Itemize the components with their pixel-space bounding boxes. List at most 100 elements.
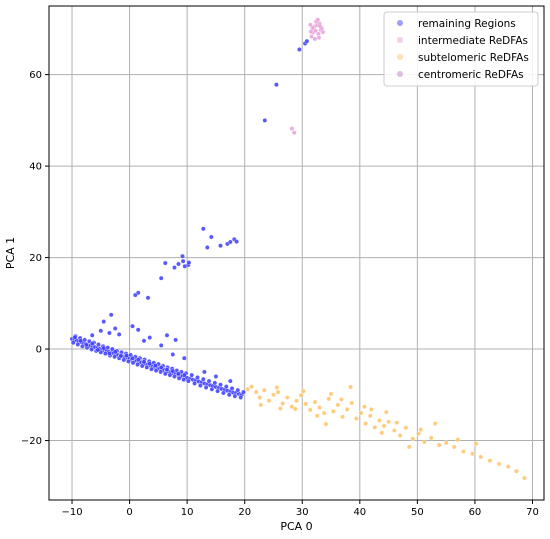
scatter-point <box>234 239 240 245</box>
scatter-point <box>162 371 168 377</box>
scatter-point <box>109 346 115 352</box>
legend-box <box>383 11 539 87</box>
legend: remaining Regions intermediate ReDFAs subt… <box>383 11 539 87</box>
scatter-point <box>340 414 345 420</box>
scatter-point <box>358 410 364 416</box>
scatter-point <box>298 392 304 398</box>
scatter-point <box>274 385 280 390</box>
x-tick-label: 10 <box>181 507 194 518</box>
scatter-point <box>218 243 223 249</box>
scatter-point <box>70 340 76 346</box>
scatter-point <box>112 349 118 355</box>
scatter-point <box>397 433 403 438</box>
scatter-point <box>335 402 341 408</box>
scatter-point <box>153 368 159 373</box>
scatter-point <box>103 351 108 356</box>
scatter-point <box>181 372 187 378</box>
legend-marker <box>397 37 403 43</box>
scatter-point <box>208 234 214 240</box>
scatter-point <box>212 380 218 386</box>
scatter-point <box>470 451 475 457</box>
scatter-point <box>118 353 124 359</box>
scatter-point <box>170 352 176 357</box>
scatter-point <box>176 375 182 381</box>
scatter-point <box>307 22 313 28</box>
scatter-point <box>185 378 191 384</box>
scatter-point <box>416 431 421 437</box>
legend-label: subtelomeric ReDFAs <box>418 52 529 64</box>
scatter-point <box>147 361 153 367</box>
scatter-point <box>460 449 466 454</box>
scatter-point <box>406 444 412 450</box>
scatter-point <box>292 406 298 412</box>
y-tick-label: 20 <box>29 253 42 264</box>
scatter-point <box>432 421 438 426</box>
scatter-point <box>326 396 332 402</box>
scatter-point <box>130 323 135 329</box>
scatter-point <box>158 342 164 348</box>
scatter-point <box>316 35 322 40</box>
scatter-point <box>226 392 232 398</box>
scatter-point <box>141 359 147 365</box>
scatter-point <box>181 377 187 383</box>
scatter-point <box>135 362 141 367</box>
scatter-point <box>144 364 150 370</box>
scatter-point <box>78 338 84 344</box>
scatter-point <box>235 387 241 393</box>
scatter-point <box>176 261 181 267</box>
scatter-point <box>153 363 158 368</box>
scatter-point <box>273 82 279 88</box>
scatter-point <box>478 454 484 460</box>
scatter-point <box>107 330 112 336</box>
scatter-point <box>72 334 78 340</box>
scatter-point <box>172 265 177 270</box>
scatter-point <box>257 395 263 400</box>
scatter-point <box>368 406 374 412</box>
x-tick-label: 30 <box>296 507 309 518</box>
scatter-point <box>363 421 368 426</box>
scatter-point <box>291 130 297 136</box>
scatter-point <box>192 380 198 386</box>
scatter-point <box>227 378 233 384</box>
scatter-point <box>141 338 147 344</box>
scatter-point <box>348 384 353 390</box>
scatter-point <box>125 358 131 364</box>
scatter-point <box>455 437 461 442</box>
scatter-point <box>451 444 457 450</box>
scatter-point <box>328 391 334 397</box>
scatter-point <box>180 253 185 259</box>
scatter-point <box>121 357 127 363</box>
y-tick-label: 0 <box>36 345 42 356</box>
plot-frame <box>48 5 545 501</box>
scatter-point <box>158 369 164 375</box>
scatter-point <box>379 430 385 436</box>
scatter-point <box>262 118 268 123</box>
scatter-point <box>227 239 233 245</box>
scatter-point <box>303 401 309 407</box>
scatter-point <box>147 335 153 340</box>
scatter-point <box>277 406 283 411</box>
scatter-point <box>309 34 314 39</box>
y-tick-label: −20 <box>21 436 42 447</box>
scatter-point <box>195 374 200 380</box>
scatter-point <box>241 389 246 395</box>
legend-marker <box>397 20 403 26</box>
scatter-point <box>275 389 281 395</box>
scatter-point <box>130 355 135 361</box>
scatter-point <box>253 389 259 395</box>
scatter-point <box>181 355 187 361</box>
scatter-point <box>130 360 136 366</box>
scatter-point <box>381 423 387 429</box>
x-tick-label: −10 <box>61 507 82 518</box>
scatter-point <box>300 388 306 394</box>
scatter-point <box>436 442 442 448</box>
scatter-point <box>75 342 81 347</box>
scatter-point <box>296 47 302 52</box>
scatter-point <box>101 319 107 324</box>
scatter-point <box>172 374 177 379</box>
x-tick-label: 50 <box>411 507 424 518</box>
scatter-point <box>487 458 493 464</box>
y-axis-title: PCA 1 <box>4 237 17 269</box>
scatter-point <box>108 312 114 318</box>
scatter-point <box>522 475 527 481</box>
